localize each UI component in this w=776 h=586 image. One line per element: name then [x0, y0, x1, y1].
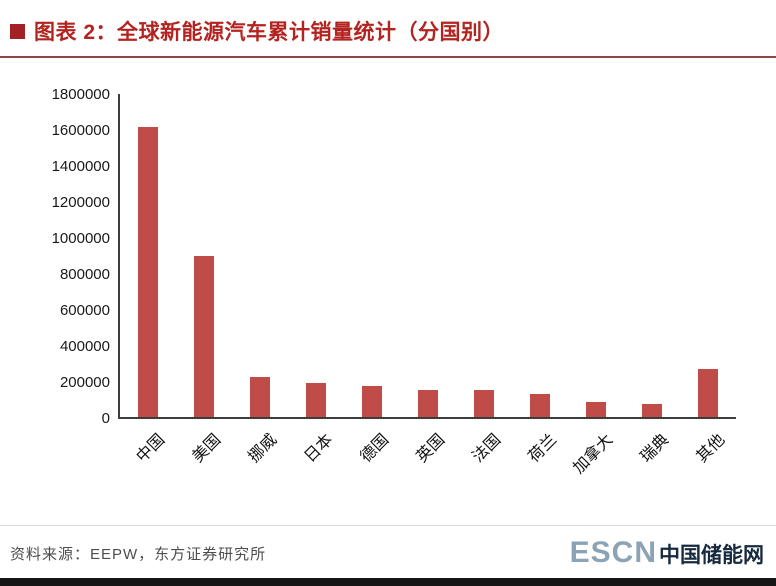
- bar: [194, 255, 214, 417]
- bar-column: 德国: [344, 94, 400, 466]
- bar: [250, 376, 270, 417]
- bar: [530, 394, 550, 417]
- chart-title: 图表 2：全球新能源汽车累计销量统计（分国别）: [34, 21, 505, 44]
- footer: 资料来源：EEPW，东方证券研究所 ESCN 中国储能网: [0, 525, 776, 578]
- bar-column: 加拿大: [568, 94, 624, 477]
- bar-column: 挪威: [232, 94, 288, 466]
- bar: [138, 127, 158, 417]
- chart-area: 1800000 1600000 1400000 1200000 1000000 80000…: [18, 85, 736, 477]
- bar-column: 中国: [120, 94, 176, 466]
- bar: [418, 389, 438, 417]
- plot-area: 中国 美国 挪威 日本 德国 英国 法国 荷兰 加拿大 瑞典 其他: [118, 94, 736, 477]
- bar-column: 其他: [680, 94, 736, 466]
- bar: [698, 369, 718, 417]
- bar: [474, 390, 494, 417]
- bar: [306, 382, 326, 417]
- bar: [362, 385, 382, 417]
- source-note: 资料来源：EEPW，东方证券研究所: [10, 545, 267, 563]
- title-divider: [0, 56, 776, 58]
- logo-chinese-text: 中国储能网: [659, 544, 764, 567]
- bar-chart: 1800000 1600000 1400000 1200000 1000000 80000…: [0, 58, 776, 511]
- bar-column: 瑞典: [624, 94, 680, 466]
- chart-header: 图表 2：全球新能源汽车累计销量统计（分国别）: [0, 0, 776, 56]
- bar: [586, 402, 606, 417]
- bar-column: 美国: [176, 94, 232, 466]
- bar-column: 荷兰: [512, 94, 568, 466]
- bar-column: 英国: [400, 94, 456, 466]
- bottom-black-bar: [0, 578, 776, 586]
- title-bullet-square: [10, 23, 25, 39]
- escn-logo: ESCN 中国储能网: [570, 536, 764, 570]
- bar: [642, 404, 662, 417]
- logo-escn-text: ESCN: [569, 536, 657, 569]
- y-axis: 1800000 1600000 1400000 1200000 1000000 80000…: [51, 85, 110, 428]
- bar-column: 法国: [456, 94, 512, 466]
- bar-column: 日本: [288, 94, 344, 466]
